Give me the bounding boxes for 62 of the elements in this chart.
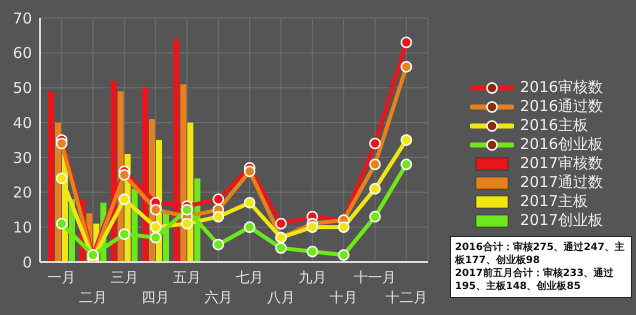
point — [56, 172, 68, 184]
x-tick-label: 六月 — [204, 290, 232, 306]
y-tick-label: 20 — [12, 184, 32, 202]
x-tick-label: 七月 — [236, 270, 264, 286]
x-tick-label: 一月 — [48, 270, 76, 286]
legend-label: 2016创业板 — [520, 135, 604, 154]
x-tick-label: 四月 — [142, 290, 170, 306]
y-tick-label: 10 — [12, 218, 32, 236]
point — [275, 242, 287, 254]
point — [400, 61, 412, 73]
legend-label: 2017主板 — [520, 192, 588, 211]
point — [212, 194, 224, 206]
point — [118, 194, 130, 206]
y-tick-label: 60 — [12, 44, 32, 62]
legend-label: 2016主板 — [520, 116, 588, 135]
point — [181, 204, 193, 216]
point — [150, 232, 162, 244]
point — [244, 196, 256, 208]
point — [338, 249, 350, 261]
point — [56, 218, 68, 230]
legend-label: 2017创业板 — [520, 211, 604, 230]
point — [118, 228, 130, 240]
legend-label: 2017审核数 — [520, 154, 604, 173]
point — [306, 246, 318, 258]
point — [244, 166, 256, 178]
point — [369, 210, 381, 222]
point — [150, 221, 162, 233]
point — [400, 36, 412, 48]
y-tick-label: 50 — [12, 79, 32, 98]
point — [56, 138, 68, 150]
legend-label: 2016审核数 — [520, 78, 604, 97]
x-tick-label: 十月 — [330, 290, 358, 306]
point — [400, 134, 412, 146]
point — [275, 218, 287, 230]
legend-label: 2017通过数 — [520, 173, 604, 192]
y-tick-label: 40 — [12, 114, 32, 132]
point — [150, 204, 162, 216]
point — [338, 221, 350, 233]
bar — [48, 91, 54, 262]
point — [369, 183, 381, 195]
point — [118, 169, 130, 181]
point — [181, 218, 193, 230]
x-tick-label: 三月 — [110, 270, 138, 286]
legend-label: 2016通过数 — [520, 97, 604, 116]
y-tick-label: 30 — [12, 148, 32, 167]
point — [212, 238, 224, 250]
point — [306, 221, 318, 233]
y-tick-label: 0 — [22, 253, 32, 272]
text: 2016合计：审核275、通过247、主板177、创业板98 — [455, 241, 626, 267]
x-tick-label: 十二月 — [385, 290, 428, 306]
point — [369, 138, 381, 150]
x-tick-label: 八月 — [267, 290, 295, 306]
point — [212, 210, 224, 222]
x-tick-label: 九月 — [298, 270, 326, 286]
x-tick-label: 十一月 — [354, 270, 396, 286]
y-tick-label: 70 — [12, 9, 32, 28]
point — [400, 158, 412, 170]
x-tick-label: 二月 — [79, 290, 107, 306]
point — [244, 221, 256, 233]
point — [369, 158, 381, 170]
x-tick-label: 五月 — [173, 270, 201, 286]
text: 2017前五月合计：审核233、通过195、主板148、创业板85 — [455, 267, 615, 293]
